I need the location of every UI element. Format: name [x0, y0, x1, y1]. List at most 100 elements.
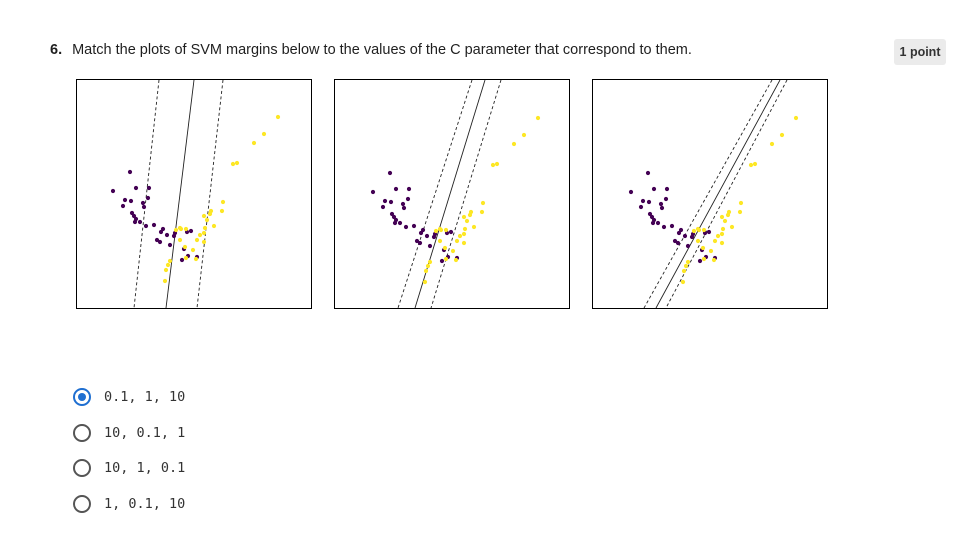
- data-point-class-a: [389, 211, 395, 217]
- data-point-class-a: [391, 214, 397, 220]
- data-point-class-b: [207, 211, 213, 217]
- data-point-class-a: [706, 229, 712, 235]
- data-point-class-b: [521, 132, 527, 138]
- data-point-class-b: [494, 161, 500, 167]
- option-1[interactable]: 0.1, 1, 10: [73, 379, 185, 415]
- data-point-class-b: [450, 248, 456, 254]
- data-point-class-a: [431, 234, 437, 240]
- data-point-class-b: [685, 259, 691, 265]
- data-point-class-a: [649, 214, 655, 220]
- data-point-class-a: [145, 195, 151, 201]
- data-point-class-b: [720, 226, 726, 232]
- data-point-class-a: [675, 240, 681, 246]
- data-point-class-a: [658, 201, 664, 207]
- question-number: 6.: [50, 42, 63, 58]
- data-point-class-b: [535, 115, 541, 121]
- data-point-class-b: [443, 256, 449, 262]
- data-point-class-b: [442, 245, 448, 251]
- margin-line: [133, 80, 160, 308]
- radio-button[interactable]: [73, 423, 91, 442]
- data-point-class-a: [424, 233, 430, 239]
- data-point-class-a: [411, 223, 417, 229]
- data-point-class-b: [425, 263, 431, 269]
- data-point-class-b: [461, 240, 467, 246]
- svm-plot-2-svg: [370, 80, 541, 308]
- data-point-class-b: [722, 218, 728, 224]
- data-point-class-a: [628, 189, 634, 195]
- data-point-class-a: [110, 188, 116, 194]
- data-point-class-a: [663, 196, 669, 202]
- svm-plot-3: [592, 79, 828, 309]
- data-point-class-a: [655, 220, 661, 226]
- data-point-class-b: [719, 231, 725, 237]
- data-point-class-b: [182, 244, 188, 250]
- data-point-class-a: [140, 200, 146, 206]
- data-point-class-a: [403, 224, 409, 230]
- data-point-class-a: [120, 203, 126, 209]
- data-point-class-a: [132, 219, 138, 225]
- option-label: 1, 0.1, 10: [104, 495, 186, 512]
- data-point-class-a: [672, 238, 678, 244]
- answer-options: 0.1, 1, 10 10, 0.1, 1 10, 1, 0.1 1, 0.1,…: [73, 379, 185, 522]
- data-point-class-a: [157, 239, 163, 245]
- data-point-class-a: [164, 232, 170, 238]
- data-point-class-b: [681, 268, 687, 274]
- data-point-class-a: [388, 199, 394, 205]
- data-point-class-a: [697, 258, 703, 264]
- svm-plot-1-svg: [110, 80, 281, 308]
- data-point-class-a: [143, 223, 149, 229]
- data-point-class-b: [202, 225, 208, 231]
- radio-button[interactable]: [73, 459, 91, 478]
- radio-button[interactable]: [73, 387, 91, 406]
- data-point-class-b: [461, 214, 467, 220]
- data-point-class-b: [219, 208, 225, 214]
- data-point-class-b: [275, 114, 281, 120]
- data-point-class-b: [683, 263, 689, 269]
- data-point-class-b: [708, 248, 714, 254]
- data-point-class-b: [490, 162, 496, 168]
- data-point-class-a: [647, 211, 653, 217]
- data-point-class-b: [220, 199, 226, 205]
- decision-boundary-line: [655, 80, 781, 308]
- data-point-class-b: [454, 238, 460, 244]
- data-point-class-a: [638, 204, 644, 210]
- data-point-class-a: [420, 227, 426, 233]
- data-point-class-a: [128, 198, 134, 204]
- margin-line: [665, 80, 788, 308]
- data-point-class-a: [678, 227, 684, 233]
- option-label: 10, 0.1, 1: [104, 424, 186, 441]
- data-point-class-b: [793, 115, 799, 121]
- data-point-class-b: [769, 141, 775, 147]
- data-point-class-b: [715, 233, 721, 239]
- data-point-class-b: [480, 200, 486, 206]
- data-point-class-b: [261, 131, 267, 137]
- data-point-class-a: [689, 234, 695, 240]
- data-point-class-b: [234, 160, 240, 166]
- data-point-class-b: [251, 140, 257, 146]
- data-point-class-b: [177, 225, 183, 231]
- radio-button[interactable]: [73, 494, 91, 513]
- data-point-class-b: [177, 237, 183, 243]
- data-point-class-b: [162, 278, 168, 284]
- data-point-class-b: [433, 228, 439, 234]
- option-3[interactable]: 10, 1, 0.1: [73, 450, 185, 486]
- data-point-class-b: [752, 161, 758, 167]
- data-point-class-a: [427, 243, 433, 249]
- data-point-class-a: [397, 220, 403, 226]
- data-point-class-b: [471, 224, 477, 230]
- data-point-class-a: [370, 189, 376, 195]
- option-2[interactable]: 10, 0.1, 1: [73, 415, 185, 451]
- data-point-class-a: [685, 243, 691, 249]
- data-point-class-a: [676, 230, 682, 236]
- data-point-class-a: [158, 229, 164, 235]
- data-point-class-b: [712, 238, 718, 244]
- svm-plot-1: [76, 79, 312, 309]
- data-point-class-a: [387, 170, 393, 176]
- data-point-class-a: [127, 169, 133, 175]
- data-point-class-b: [173, 227, 179, 233]
- data-point-class-b: [680, 279, 686, 285]
- data-point-class-a: [160, 226, 166, 232]
- option-4[interactable]: 1, 0.1, 10: [73, 486, 185, 522]
- question-prompt: Match the plots of SVM margins below to …: [72, 42, 692, 58]
- data-point-class-a: [651, 186, 657, 192]
